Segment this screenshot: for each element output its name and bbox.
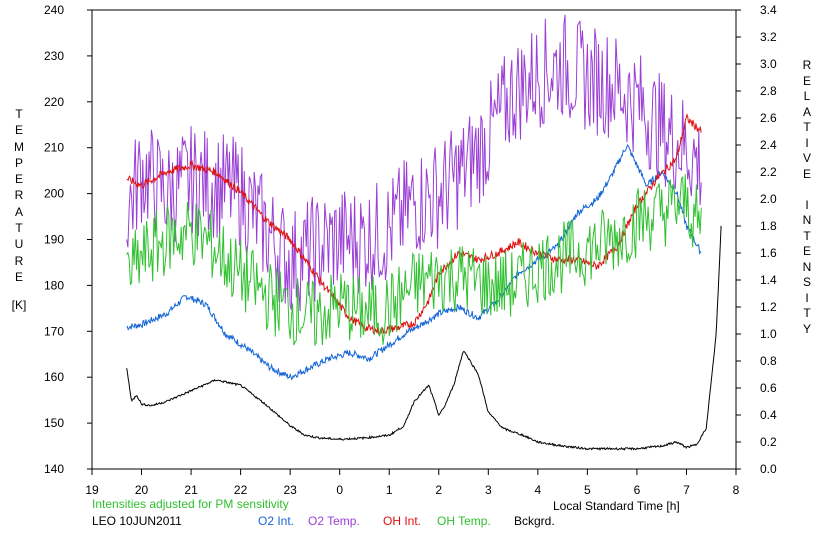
x-tick-label: 19 bbox=[85, 483, 99, 497]
left-tick-label: 200 bbox=[44, 187, 64, 201]
right-tick-label: 2.2 bbox=[760, 165, 777, 179]
left-tick-label: 230 bbox=[44, 49, 64, 63]
right-axis-label-letter: T bbox=[803, 120, 811, 134]
x-tick-label: 4 bbox=[535, 483, 542, 497]
x-tick-label: 23 bbox=[283, 483, 297, 497]
legend-entry: OH Temp. bbox=[437, 514, 491, 528]
left-tick-label: 220 bbox=[44, 95, 64, 109]
legend-entry: O2 Temp. bbox=[308, 514, 360, 528]
right-axis-label-letter: I bbox=[805, 135, 809, 150]
left-axis-label-letter: E bbox=[14, 123, 23, 138]
left-axis-label-letter: R bbox=[14, 253, 24, 268]
legend-entry: O2 Int. bbox=[258, 514, 295, 528]
right-axis-label-letter: S bbox=[802, 275, 811, 289]
left-tick-label: 150 bbox=[44, 416, 64, 430]
right-tick-label: 2.6 bbox=[760, 111, 777, 125]
right-tick-label: 2.4 bbox=[760, 138, 777, 152]
x-tick-label: 22 bbox=[234, 483, 248, 497]
right-axis-label-letter: R bbox=[802, 58, 812, 72]
x-tick-label: 1 bbox=[386, 483, 393, 497]
left-tick-label: 210 bbox=[44, 141, 64, 155]
x-tick-label: 7 bbox=[683, 483, 690, 497]
right-axis-label-letter: E bbox=[802, 73, 811, 88]
x-tick-label: 2 bbox=[435, 483, 442, 497]
right-axis-label-letter: I bbox=[805, 197, 809, 212]
right-tick-label: 0.2 bbox=[760, 435, 777, 449]
right-axis-label-letter: Y bbox=[802, 321, 811, 336]
left-axis-label-letter: P bbox=[14, 155, 23, 170]
left-axis-label-letter: T bbox=[15, 107, 23, 121]
note-text: Intensities adjusted for PM sensitivity bbox=[92, 497, 289, 511]
station-text: LEO 10JUN2011 bbox=[92, 514, 182, 528]
right-tick-label: 1.6 bbox=[760, 246, 777, 260]
right-tick-label: 1.4 bbox=[760, 273, 777, 287]
x-tick-label: 3 bbox=[485, 483, 492, 497]
right-tick-label: 3.4 bbox=[760, 3, 777, 17]
right-axis-label-letter: N bbox=[802, 259, 812, 274]
right-tick-label: 0.8 bbox=[760, 354, 777, 368]
right-axis-label-letter: E bbox=[802, 244, 811, 258]
right-axis-label-letter: V bbox=[802, 151, 811, 165]
left-axis-label-letter: T bbox=[15, 221, 23, 236]
right-tick-label: 1.0 bbox=[760, 327, 777, 341]
legend-entry: Bckgrd. bbox=[514, 514, 555, 528]
left-axis-label-letter: E bbox=[14, 269, 23, 284]
right-tick-label: 2.8 bbox=[760, 84, 777, 98]
right-axis-label-letter: N bbox=[802, 213, 812, 227]
left-tick-label: 140 bbox=[44, 462, 64, 476]
right-axis-label-letter: I bbox=[805, 290, 809, 305]
left-tick-label: 190 bbox=[44, 233, 64, 247]
x-tick-label: 20 bbox=[135, 483, 149, 497]
right-axis-label-letter: T bbox=[803, 306, 811, 320]
left-tick-label: 180 bbox=[44, 278, 64, 292]
series-line-o2-int bbox=[126, 144, 702, 381]
right-axis-label-letter: T bbox=[803, 228, 811, 243]
legend-entry: OH Int. bbox=[383, 514, 422, 528]
right-axis-label-letter: L bbox=[803, 89, 811, 103]
x-axis-label: Local Standard Time [h] bbox=[553, 499, 680, 513]
series-line-oh-temp bbox=[126, 174, 702, 347]
left-tick-label: 160 bbox=[44, 370, 64, 384]
x-tick-label: 8 bbox=[733, 483, 740, 497]
left-axis-label-letter: M bbox=[14, 139, 24, 154]
left-axis-label-letter: R bbox=[14, 188, 24, 203]
right-tick-label: 0.6 bbox=[760, 381, 777, 395]
left-axis-unit: [K] bbox=[11, 298, 27, 312]
x-tick-label: 21 bbox=[184, 483, 198, 497]
right-axis-label-letter: E bbox=[802, 166, 811, 181]
x-tick-label: 5 bbox=[584, 483, 591, 497]
left-tick-label: 170 bbox=[44, 324, 64, 338]
right-tick-label: 3.2 bbox=[760, 30, 777, 44]
right-tick-label: 1.8 bbox=[760, 219, 777, 233]
series-line-o2-temp bbox=[126, 14, 702, 312]
right-tick-label: 2.0 bbox=[760, 192, 777, 206]
right-tick-label: 0.0 bbox=[760, 462, 777, 476]
right-axis-label-gap bbox=[799, 182, 815, 198]
left-tick-label: 240 bbox=[44, 3, 64, 17]
right-tick-label: 1.2 bbox=[760, 300, 777, 314]
right-tick-label: 3.0 bbox=[760, 57, 777, 71]
x-tick-label: 6 bbox=[634, 483, 641, 497]
left-axis-label-letter: A bbox=[14, 204, 23, 219]
right-axis-label-letter: A bbox=[802, 104, 811, 119]
x-tick-label: 0 bbox=[336, 483, 343, 497]
left-axis-label-letter: E bbox=[14, 172, 23, 187]
right-tick-label: 0.4 bbox=[760, 408, 777, 422]
series-line-bckgrd bbox=[126, 225, 722, 451]
left-axis-label-letter: U bbox=[14, 237, 24, 252]
